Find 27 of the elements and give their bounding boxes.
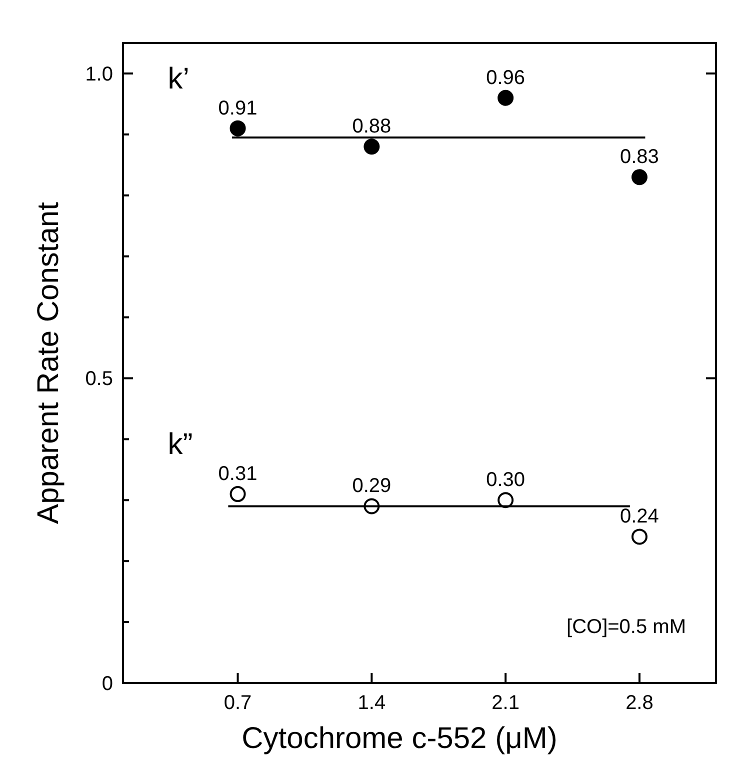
legend-label: k” bbox=[168, 428, 193, 462]
x-tick-label: 2.1 bbox=[492, 692, 520, 714]
x-tick-label: 0.7 bbox=[224, 692, 252, 714]
data-label: 0.88 bbox=[352, 116, 392, 138]
annotation: [CO]=0.5 mM bbox=[566, 616, 686, 638]
data-label: 0.91 bbox=[218, 97, 258, 120]
x-axis-title: Cytochrome c-552 (μM) bbox=[242, 722, 558, 755]
y-axis-title: Apparent Rate Constant bbox=[32, 201, 65, 524]
point bbox=[498, 90, 514, 106]
point bbox=[230, 120, 246, 136]
data-label: 0.83 bbox=[620, 146, 659, 168]
data-label: 0.96 bbox=[486, 66, 526, 89]
y-tick-label: 0.5 bbox=[85, 368, 113, 390]
data-label: 0.24 bbox=[620, 506, 659, 528]
point bbox=[631, 528, 648, 545]
point bbox=[230, 486, 246, 502]
x-tick-label: 2.8 bbox=[626, 692, 654, 714]
y-tick-label: 0 bbox=[102, 673, 113, 695]
point bbox=[498, 492, 514, 508]
data-label: 0.29 bbox=[352, 475, 392, 498]
legend-label: k’ bbox=[168, 62, 190, 96]
data-label: 0.31 bbox=[218, 463, 258, 486]
data-label: 0.30 bbox=[486, 469, 526, 492]
y-tick-label: 1.0 bbox=[85, 63, 113, 86]
point bbox=[631, 169, 648, 186]
point bbox=[364, 138, 380, 155]
x-tick-label: 1.4 bbox=[358, 692, 386, 714]
